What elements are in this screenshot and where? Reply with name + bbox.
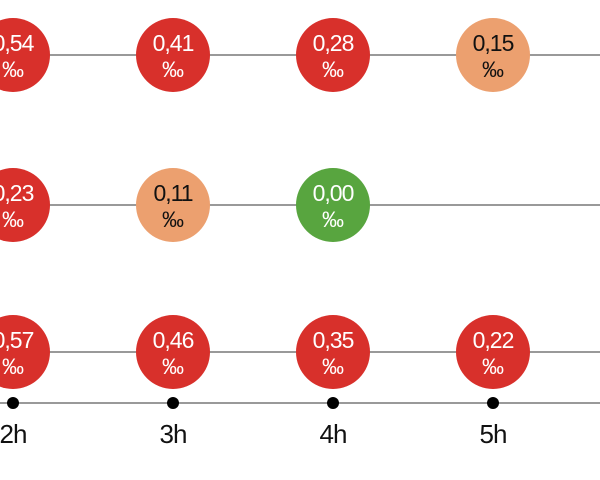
axis-tick bbox=[7, 397, 19, 409]
value-label: 0,00 bbox=[313, 180, 354, 206]
value-label: 0,22 bbox=[473, 327, 514, 353]
value-circle bbox=[456, 315, 530, 389]
x-tick-label: 3h bbox=[160, 419, 187, 449]
axis-tick bbox=[327, 397, 339, 409]
value-circle bbox=[456, 18, 530, 92]
value-circle bbox=[0, 168, 50, 242]
value-circle bbox=[0, 18, 50, 92]
unit-label: ‰ bbox=[482, 57, 504, 82]
value-circle bbox=[296, 18, 370, 92]
unit-label: ‰ bbox=[482, 354, 504, 379]
value-circle bbox=[136, 315, 210, 389]
value-label: 0,11 bbox=[153, 180, 192, 206]
unit-label: ‰ bbox=[162, 57, 184, 82]
value-label: 0,23 bbox=[0, 180, 34, 206]
x-tick-label: 5h bbox=[480, 419, 507, 449]
value-label: 0,46 bbox=[153, 327, 194, 353]
value-label: 0,15 bbox=[473, 30, 514, 56]
x-tick-label: 4h bbox=[320, 419, 347, 449]
axis-tick bbox=[167, 397, 179, 409]
unit-label: ‰ bbox=[322, 354, 344, 379]
unit-label: ‰ bbox=[162, 354, 184, 379]
unit-label: ‰ bbox=[2, 57, 24, 82]
value-label: 0,41 bbox=[153, 30, 194, 56]
value-circle bbox=[136, 18, 210, 92]
value-circle bbox=[136, 168, 210, 242]
value-label: 0,28 bbox=[313, 30, 354, 56]
value-circle bbox=[296, 168, 370, 242]
value-label: 0,35 bbox=[313, 327, 354, 353]
value-circle bbox=[296, 315, 370, 389]
axis-tick bbox=[487, 397, 499, 409]
value-label: 0,54 bbox=[0, 30, 35, 56]
unit-label: ‰ bbox=[2, 354, 24, 379]
value-label: 0,57 bbox=[0, 327, 34, 353]
unit-label: ‰ bbox=[322, 207, 344, 232]
value-circle bbox=[0, 315, 50, 389]
unit-label: ‰ bbox=[162, 207, 184, 232]
x-tick-label: 2h bbox=[0, 419, 26, 449]
unit-label: ‰ bbox=[322, 57, 344, 82]
unit-label: ‰ bbox=[2, 207, 24, 232]
